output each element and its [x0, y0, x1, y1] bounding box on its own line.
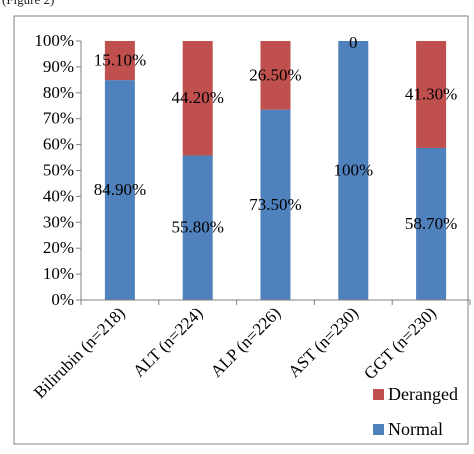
bar-deranged — [260, 41, 291, 110]
x-category-label: ALT (n=224) — [129, 303, 206, 380]
data-label-normal: 55.80% — [171, 218, 223, 237]
data-label-deranged: 15.10% — [94, 51, 146, 70]
y-axis: 0% 10% 20% 30% 40% 50% 60% 70% 80% 90% 100% — [34, 31, 82, 309]
legend-label: Deranged — [388, 384, 458, 404]
y-tick-label: 30% — [43, 212, 74, 231]
x-category-label: Bilirubin (n=218) — [30, 303, 129, 402]
y-tick-label: 90% — [43, 57, 74, 76]
data-label-normal: 73.50% — [249, 195, 301, 214]
y-tick-label: 70% — [43, 109, 74, 128]
data-label-deranged: 0 — [349, 33, 358, 52]
y-tick-label: 50% — [43, 161, 74, 180]
caption-fragment: (Figure 2) — [2, 0, 54, 8]
legend-swatch — [373, 424, 384, 435]
y-tick-label: 10% — [43, 264, 74, 283]
y-tick-label: 40% — [43, 186, 74, 205]
data-label-deranged: 41.30% — [405, 84, 457, 103]
legend: Deranged Normal — [373, 384, 458, 439]
x-category-label: ALP (n=226) — [207, 303, 285, 381]
y-tick-label: 60% — [43, 135, 74, 154]
x-category-label: GGT (n=230) — [360, 303, 440, 383]
bar-normal — [338, 41, 369, 300]
bar-deranged — [182, 41, 213, 156]
data-label-normal: 58.70% — [405, 214, 457, 233]
y-tick-label: 0% — [51, 290, 74, 309]
legend-label: Normal — [388, 419, 443, 439]
y-tick-label: 20% — [43, 238, 74, 257]
bar-deranged — [104, 41, 135, 81]
legend-swatch — [373, 389, 384, 400]
data-label-deranged: 26.50% — [249, 65, 301, 84]
y-tick-label: 100% — [34, 31, 74, 50]
bar-normal — [416, 147, 447, 300]
bar-deranged — [416, 41, 447, 148]
data-label-deranged: 44.20% — [171, 88, 223, 107]
x-category-label: AST (n=230) — [284, 303, 362, 381]
y-tick-label: 80% — [43, 83, 74, 102]
bar-normal — [104, 80, 135, 300]
bar-normal — [182, 155, 213, 300]
chart-border — [13, 15, 469, 445]
bar-normal — [260, 109, 291, 300]
bars — [104, 41, 447, 300]
data-labels: 84.90% 15.10% 55.80% 44.20% 73.50% 26.50% 100%… — [94, 33, 458, 237]
data-label-normal: 100% — [333, 161, 373, 180]
data-label-normal: 84.90% — [94, 180, 146, 199]
